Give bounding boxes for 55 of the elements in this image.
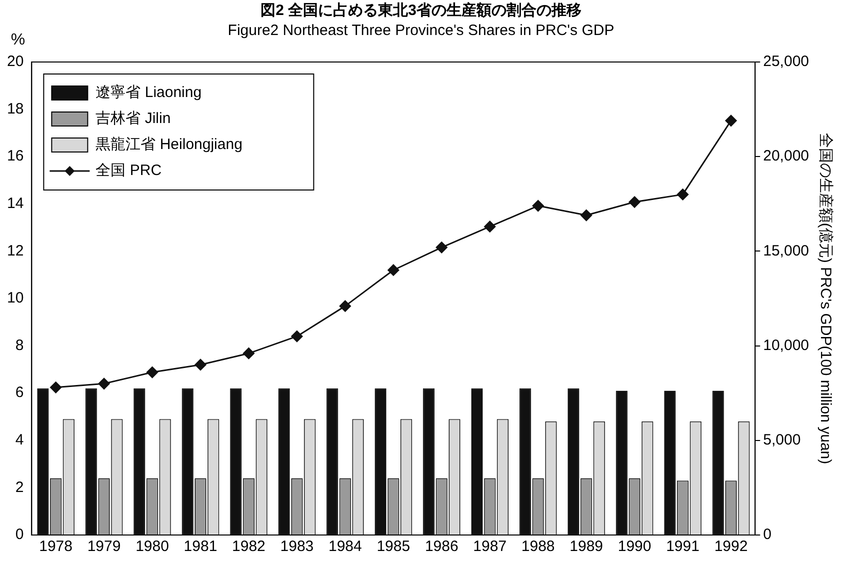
legend-label: 黒龍江省 Heilongjiang	[96, 136, 242, 154]
y-tick-label: 16	[6, 148, 24, 165]
point	[388, 264, 400, 276]
x-tick-label: 1986	[424, 538, 458, 556]
x-tick-label: 1987	[473, 538, 507, 556]
legend-label: 遼寧省 Liaoning	[96, 84, 202, 102]
x-tick-label: 1983	[280, 538, 314, 556]
y-tick-label: 12	[6, 242, 24, 260]
point	[436, 242, 448, 254]
x-tick-label: 1988	[521, 538, 555, 556]
y-tick-label: 4	[15, 432, 24, 449]
legend-label: 全国 PRC	[96, 162, 162, 180]
point	[628, 196, 640, 208]
x-tick-label: 1980	[136, 538, 169, 556]
point	[291, 330, 303, 342]
point	[339, 300, 351, 312]
y2-tick-label: 0	[763, 526, 772, 544]
point	[194, 358, 206, 370]
y-tick-label: 6	[15, 384, 24, 402]
point	[98, 378, 110, 390]
point	[725, 114, 737, 126]
point	[532, 200, 544, 212]
y-tick-label: 10	[6, 290, 24, 307]
point	[484, 220, 496, 232]
x-tick-label: 1991	[666, 538, 700, 556]
y2-tick-label: 15,000	[763, 242, 810, 260]
chart-subtitle: Figure2 Northeast Three Province's Shares in PRC's GDP	[228, 22, 614, 40]
x-tick-label: 1981	[184, 538, 218, 556]
legend-label: 吉林省 Jilin	[96, 110, 171, 128]
x-tick-label: 1992	[714, 538, 748, 556]
point	[677, 188, 689, 200]
x-tick-label: 1985	[376, 538, 410, 556]
point	[50, 382, 62, 394]
point	[580, 210, 592, 221]
y-tick-label: 14	[6, 195, 24, 212]
x-tick-label: 1982	[232, 538, 266, 556]
y2-tick-label: 25,000	[763, 53, 810, 70]
point	[146, 366, 158, 378]
y-tick-label: 18	[6, 100, 24, 118]
y-axis-title: %	[10, 31, 26, 48]
x-tick-label: 1990	[618, 538, 652, 556]
chart-title: 図2 全国に占める東北3省の生産額の割合の推移	[260, 1, 582, 20]
x-tick-label: 1978	[39, 538, 72, 556]
y2-tick-label: 5,000	[763, 432, 801, 449]
y-tick-label: 2	[15, 478, 24, 496]
y2-axis-title: 全国の生産額(億元) PRC's GDP(100 million yuan)	[816, 132, 834, 464]
y2-tick-label: 10,000	[763, 336, 810, 354]
y2-tick-label: 20,000	[763, 148, 810, 165]
x-tick-label: 1979	[87, 538, 121, 556]
y-tick-label: 8	[15, 336, 24, 354]
point	[242, 348, 254, 360]
x-tick-label: 1989	[570, 538, 604, 556]
y-tick-label: 0	[15, 526, 24, 544]
x-tick-label: 1984	[328, 538, 362, 556]
y-tick-label: 20	[6, 53, 24, 70]
